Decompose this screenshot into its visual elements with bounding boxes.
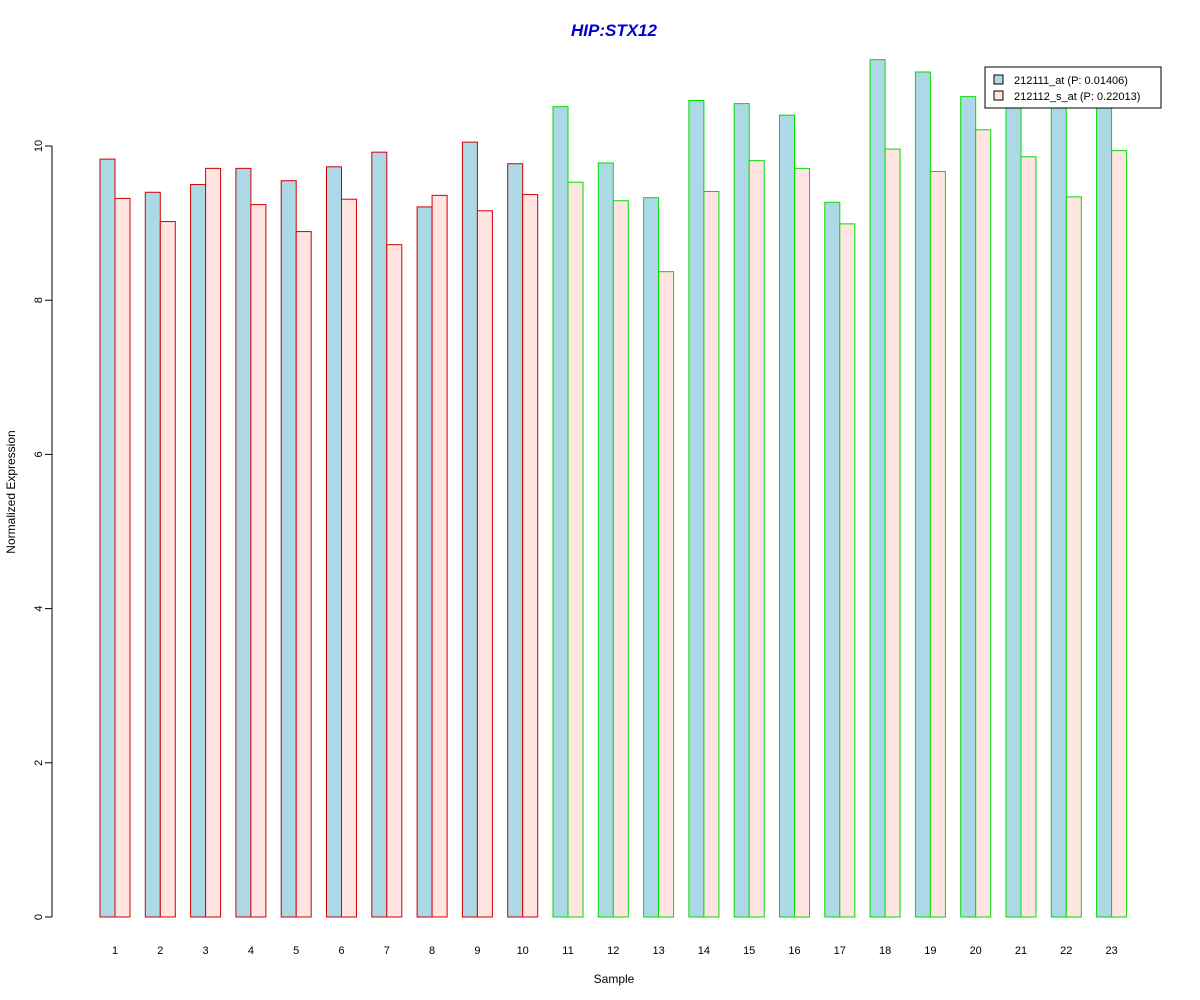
bar-sample-1-series-2 — [114, 197, 131, 918]
x-tick-labels: 1 2 3 4 5 6 7 8 9 10 11 12 13 14 15 16 17 18 19 20 21 22 23 — [112, 945, 1118, 957]
bar-sample-8-series-1 — [416, 206, 433, 918]
x-tick-label: 16 — [788, 945, 800, 957]
x-tick-label: 13 — [652, 945, 664, 957]
x-tick-label: 3 — [203, 945, 209, 957]
x-tick-label: 15 — [743, 945, 755, 957]
bar-sample-3-series-1 — [190, 184, 207, 918]
bar-sample-12-series-2 — [612, 200, 629, 918]
x-tick-label: 19 — [924, 945, 936, 957]
bar-sample-8-series-2 — [431, 194, 448, 918]
x-tick-label: 5 — [293, 945, 299, 957]
legend-label-series-2: 212112_s_at (P: 0.22013) — [1014, 91, 1140, 103]
bar-sample-9-series-1 — [461, 141, 478, 918]
bar-sample-18-series-1 — [869, 59, 886, 918]
legend: 212111_at (P: 0.01406) 212112_s_at (P: 0… — [984, 66, 1162, 109]
bar-sample-22-series-2 — [1065, 196, 1082, 918]
bar-sample-19-series-2 — [929, 170, 946, 918]
bar-sample-10-series-1 — [507, 163, 524, 918]
x-tick-label: 17 — [834, 945, 846, 957]
y-tick-label: 2 — [33, 760, 45, 766]
bar-sample-16-series-2 — [794, 167, 810, 918]
bar-sample-21-series-1 — [1005, 106, 1022, 918]
bar-sample-21-series-2 — [1020, 156, 1037, 918]
x-tick-label: 21 — [1015, 945, 1027, 957]
legend-box — [984, 66, 1162, 109]
bar-sample-23-series-1 — [1096, 106, 1113, 918]
bar-sample-13-series-1 — [643, 197, 660, 918]
legend-swatch-series-1 — [993, 74, 1004, 85]
legend-swatch-series-2 — [993, 90, 1004, 101]
bar-sample-4-series-2 — [250, 204, 267, 918]
bar-sample-5-series-1 — [280, 180, 297, 918]
y-tick-label: 4 — [33, 606, 45, 612]
bar-sample-11-series-2 — [567, 181, 584, 918]
x-tick-label: 7 — [384, 945, 390, 957]
bar-sample-6-series-1 — [326, 166, 342, 918]
y-tick-label: 0 — [33, 914, 45, 920]
x-tick-label: 20 — [970, 945, 982, 957]
bar-sample-13-series-2 — [658, 271, 675, 918]
bar-sample-16-series-1 — [779, 114, 795, 918]
bar-sample-15-series-2 — [748, 160, 765, 918]
bar-sample-7-series-2 — [386, 244, 403, 918]
bar-sample-20-series-1 — [960, 96, 977, 918]
x-tick-label: 18 — [879, 945, 891, 957]
x-tick-label: 2 — [157, 945, 163, 957]
y-tick-label: 6 — [33, 451, 45, 457]
x-tick-label: 6 — [338, 945, 344, 957]
bar-sample-1-series-1 — [99, 158, 116, 918]
bar-sample-7-series-1 — [371, 151, 388, 918]
bar-sample-17-series-2 — [839, 223, 856, 918]
x-tick-label: 10 — [517, 945, 529, 957]
bar-sample-19-series-1 — [914, 71, 931, 918]
x-tick-label: 12 — [607, 945, 619, 957]
x-tick-label: 9 — [474, 945, 480, 957]
y-axis-label: Normalized Expression — [4, 430, 18, 553]
bar-sample-22-series-1 — [1050, 106, 1067, 918]
bar-sample-2-series-1 — [144, 191, 161, 918]
bar-sample-14-series-1 — [688, 100, 705, 918]
x-tick-label: 1 — [112, 945, 118, 957]
bar-sample-14-series-2 — [703, 190, 720, 918]
bar-sample-2-series-2 — [159, 221, 176, 918]
x-tick-label: 23 — [1105, 945, 1117, 957]
legend-label-series-1: 212111_at (P: 0.01406) — [1014, 75, 1128, 87]
bar-sample-15-series-1 — [733, 103, 750, 918]
x-axis-label: Sample — [594, 972, 635, 986]
bar-sample-11-series-1 — [552, 106, 569, 918]
x-tick-label: 22 — [1060, 945, 1072, 957]
y-tick-label: 8 — [33, 297, 45, 303]
chart-title: HIP:STX12 — [571, 21, 658, 40]
bar-sample-5-series-2 — [295, 231, 312, 918]
bar-sample-6-series-2 — [341, 198, 357, 918]
bar-sample-10-series-2 — [522, 194, 539, 918]
x-tick-label: 8 — [429, 945, 435, 957]
bar-sample-9-series-2 — [476, 210, 493, 918]
x-tick-label: 11 — [562, 945, 573, 957]
x-tick-label: 4 — [248, 945, 254, 957]
y-axis: 0 2 4 6 8 10 — [33, 140, 53, 920]
bar-sample-18-series-2 — [884, 148, 901, 918]
bar-sample-12-series-1 — [597, 162, 614, 918]
x-tick-label: 14 — [698, 945, 710, 957]
bar-sample-17-series-1 — [824, 201, 841, 918]
bar-sample-23-series-2 — [1111, 150, 1128, 918]
bar-sample-3-series-2 — [205, 167, 222, 918]
bars-group — [99, 59, 1128, 918]
y-tick-label: 10 — [33, 140, 45, 152]
bar-sample-4-series-1 — [235, 167, 252, 918]
bar-sample-20-series-2 — [975, 129, 992, 918]
